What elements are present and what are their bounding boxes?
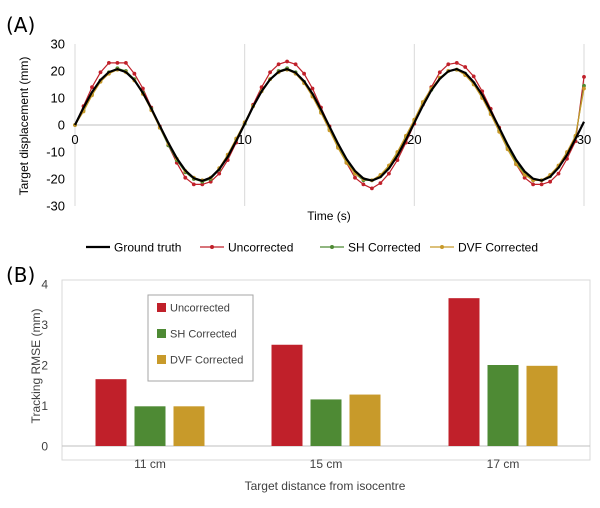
panel-a-x-tick-label: 30 [577,132,591,147]
data-point-uncorrected [446,62,451,67]
panel-a-x-ticks: 0 10 20 30 [71,132,591,147]
data-point-uncorrected [293,62,298,67]
panel-b-y-tick-label: 2 [41,359,48,373]
data-point-uncorrected [200,182,205,187]
bar-dvf-corrected-17-cm [526,365,558,446]
data-point-dvf-corrected [522,173,527,177]
data-point-uncorrected [463,65,468,69]
data-point-uncorrected [285,59,289,64]
legend-label-sh-corrected: SH Corrected [170,329,237,341]
legend-label-ground-truth: Ground truth [114,241,181,255]
panel-a-legend: Ground truth Uncorrected SH Corrected DVF C… [86,241,538,255]
bar-sh-corrected-11-cm [134,406,166,446]
bar-dvf-corrected-15-cm [349,394,381,446]
bar-uncorrected-15-cm [271,344,303,446]
panel-b-plot-area [61,279,591,461]
legend-swatch-dvf-corrected [157,355,166,364]
data-point-uncorrected [556,171,561,176]
panel-b-y-tick-label: 3 [41,318,48,332]
panel-a-y-tick-label: 10 [51,91,65,106]
legend-label-dvf-corrected: DVF Corrected [170,355,243,367]
data-point-uncorrected [268,70,272,75]
panel-b-y-tick-label: 4 [41,278,48,292]
data-point-uncorrected [124,61,128,65]
panel-a-y-tick-label: 30 [51,37,65,52]
data-point-uncorrected [548,179,552,184]
data-point-uncorrected [276,62,281,67]
panel-b-x-axis-title: Target distance from isocentre [245,479,406,493]
data-point-uncorrected [141,86,145,91]
legend-marker-uncorrected [210,245,214,249]
data-point-dvf-corrected [582,86,586,91]
bar-dvf-corrected-11-cm [173,406,205,446]
data-point-uncorrected [370,186,374,191]
panel-a-series [73,59,586,191]
data-point-uncorrected [191,182,196,187]
panel-b-x-tick-label: 15 cm [310,457,343,471]
data-point-uncorrected [98,70,103,75]
data-point-uncorrected [471,74,476,79]
panel-a-y-tick-label: 0 [58,118,65,133]
data-point-uncorrected [107,61,111,65]
data-point-dvf-corrected [514,162,518,167]
panel-a-x-tick-label: 0 [71,132,78,147]
data-point-uncorrected [378,181,383,186]
bar-uncorrected-17-cm [448,298,480,446]
data-point-uncorrected [310,86,315,91]
panel-a-x-tick-label: 10 [237,132,251,147]
data-point-uncorrected [361,182,366,187]
panel-b-y-axis-title: Tracking RMSE (mm) [29,309,43,424]
legend-marker-sh-corrected [330,245,334,249]
legend-label-uncorrected: Uncorrected [170,303,230,315]
bar-sh-corrected-15-cm [310,399,342,446]
panel-b-legend: Uncorrected SH Corrected DVF Corrected [147,294,254,382]
data-point-uncorrected [437,70,442,75]
panel-a-x-tick-label: 20 [407,132,421,147]
panel-a-y-ticks: -30 -20 -10 0 10 20 30 [46,37,65,214]
data-point-uncorrected [582,75,586,79]
data-point-uncorrected [208,179,213,184]
legend-label-sh-corrected: SH Corrected [348,241,421,255]
panel-b-x-tick-label: 17 cm [487,457,520,471]
data-point-uncorrected [183,175,188,180]
data-point-sh-corrected [582,83,586,88]
data-point-uncorrected [531,182,535,187]
data-point-uncorrected [302,71,306,76]
data-point-uncorrected [387,171,391,176]
data-point-uncorrected [90,85,94,90]
legend-swatch-sh-corrected [157,329,166,338]
data-point-uncorrected [454,61,459,65]
data-point-uncorrected [353,175,357,180]
panel-b-x-tick-label: 11 cm [134,457,166,471]
panel-a-x-axis-title: Time (s) [307,209,351,223]
panel-b-y-ticks: 0 1 2 3 4 [41,278,48,454]
data-point-uncorrected [217,171,222,176]
panel-a-y-tick-label: -30 [46,199,65,214]
bar-sh-corrected-17-cm [487,365,519,446]
bar-uncorrected-11-cm [95,379,127,446]
data-point-uncorrected [522,175,527,180]
legend-swatch-uncorrected [157,303,166,312]
data-point-uncorrected [132,71,137,76]
panel-a: (A) -30 -20 -10 0 10 20 30 0 10 20 30 Time (s) Ta… [6,13,591,255]
panel-b-y-tick-label: 1 [41,399,48,413]
panel-a-y-tick-label: -10 [46,145,65,160]
panel-b-label: (B) [6,263,35,287]
series-line-ground-truth [74,67,585,182]
data-point-uncorrected [115,61,120,65]
legend-label-uncorrected: Uncorrected [228,241,293,255]
panel-b-y-tick-label: 0 [41,440,48,454]
panel-a-label: (A) [6,13,35,37]
panel-a-y-axis-title: Target displacement (mm) [17,57,31,196]
panel-a-y-tick-label: 20 [51,64,65,79]
legend-label-dvf-corrected: DVF Corrected [458,241,538,255]
panel-a-y-tick-label: -20 [46,172,65,187]
panel-b-bars [95,298,558,446]
panel-b: (B) 0 1 2 3 4 11 cm 15 cm 17 cm Target distanc… [6,263,591,493]
panel-b-x-ticks: 11 cm 15 cm 17 cm [134,457,519,471]
legend-marker-dvf-corrected [440,245,444,249]
data-point-uncorrected [539,182,544,187]
